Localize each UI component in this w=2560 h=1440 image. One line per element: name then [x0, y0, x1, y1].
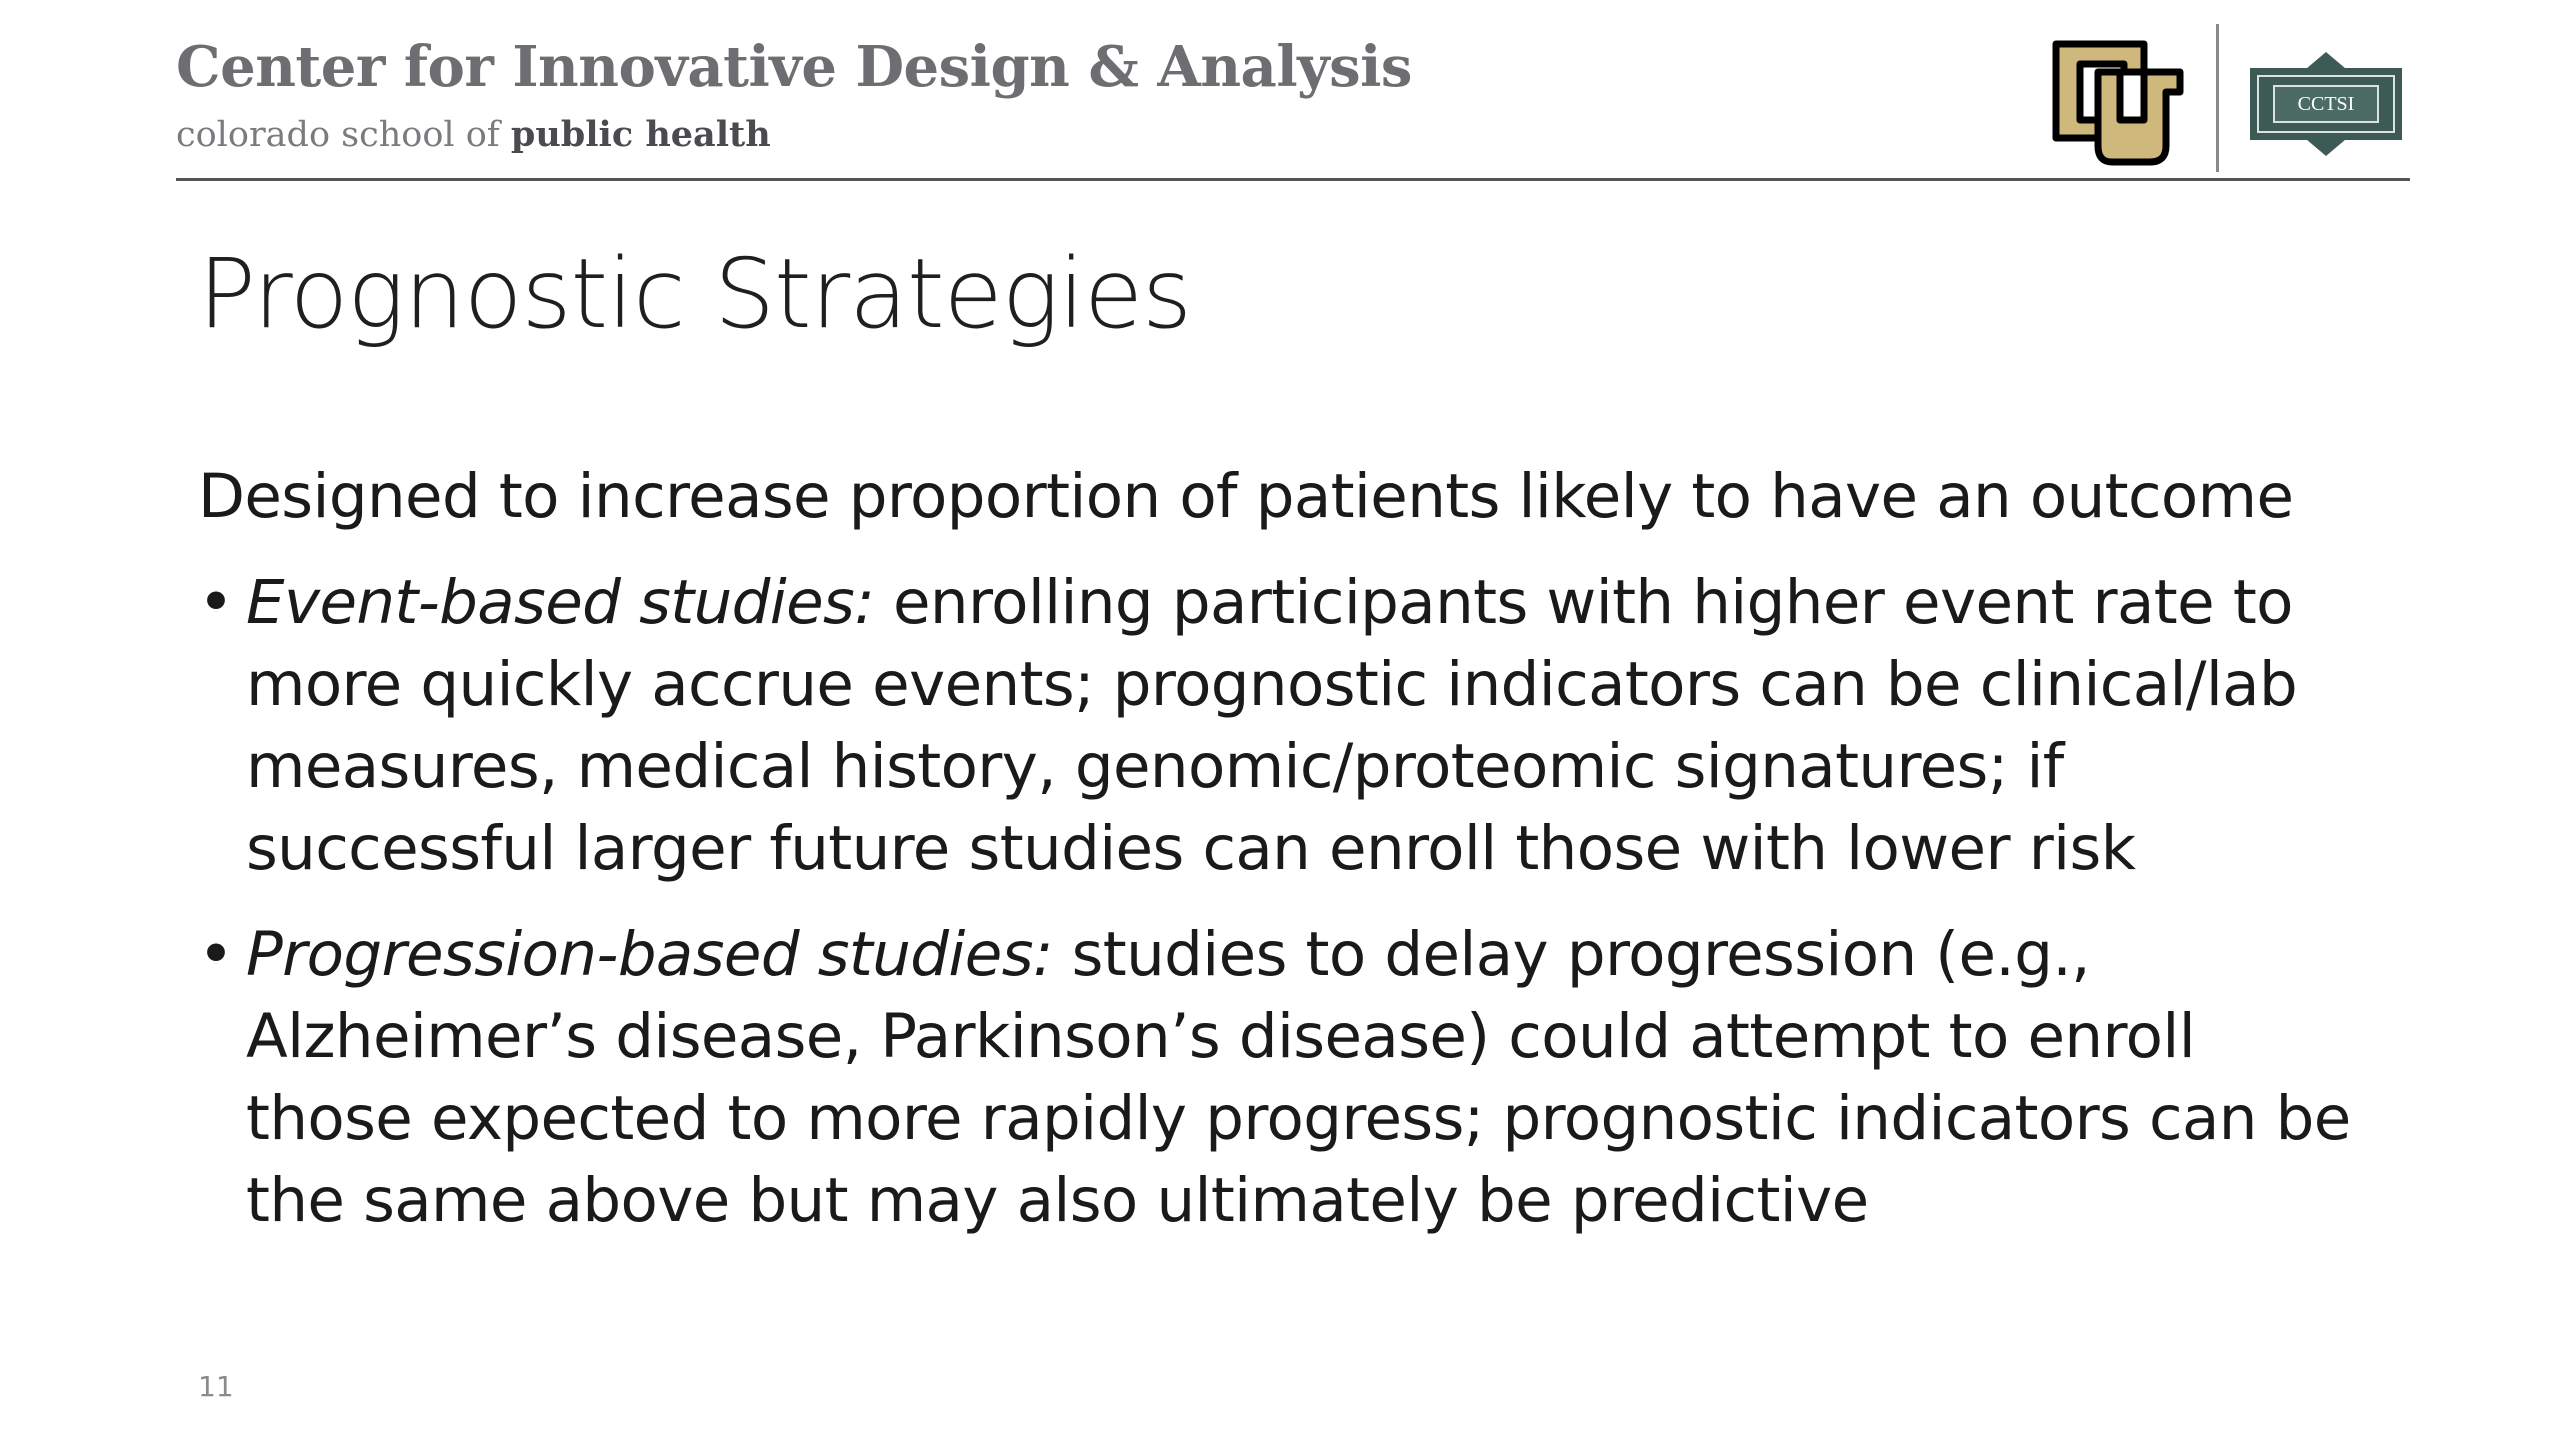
- header-divider: [176, 178, 2410, 181]
- org-subtitle-light: colorado school of: [176, 115, 511, 155]
- bullet-text: enrolling participants with higher event…: [874, 567, 2294, 638]
- org-subtitle-bold: public health: [510, 114, 771, 155]
- bullet-line: those expected to more rapidly progress;…: [246, 1083, 2351, 1154]
- bullet-line: more quickly accrue events; prognostic i…: [246, 649, 2298, 720]
- logo-divider: [2216, 24, 2219, 172]
- bullet-progression-based: • Progression-based studies: studies to …: [198, 914, 2398, 1242]
- org-subtitle: colorado school of public health: [176, 114, 771, 155]
- bullet-line: Alzheimer’s disease, Parkinson’s disease…: [246, 1001, 2196, 1072]
- lead-text: Designed to increase proportion of patie…: [198, 461, 2294, 532]
- bullet-line: measures, medical history, genomic/prote…: [246, 731, 2064, 802]
- page-number: 11: [198, 1370, 234, 1403]
- bullet-list: • Event-based studies: enrolling partici…: [198, 562, 2398, 1242]
- cu-logo: [2052, 40, 2184, 166]
- bullet-text: studies to delay progression (e.g.,: [1052, 919, 2091, 990]
- bullet-line: the same above but may also ultimately b…: [246, 1165, 1869, 1236]
- bullet-line: Progression-based studies: studies to de…: [246, 914, 2398, 996]
- bullet-line: successful larger future studies can enr…: [246, 813, 2136, 884]
- bullet-event-based: • Event-based studies: enrolling partici…: [198, 562, 2398, 890]
- cctsi-logo-text: CCTSI: [2298, 93, 2355, 115]
- org-title: Center for Innovative Design & Analysis: [176, 34, 1412, 100]
- bullet-line: Event-based studies: enrolling participa…: [246, 562, 2398, 644]
- bullet-marker: •: [198, 567, 234, 638]
- cctsi-logo: CCTSI: [2250, 52, 2402, 156]
- bullet-marker: •: [198, 919, 234, 990]
- slide-title: Prognostic Strategies: [198, 238, 1192, 350]
- bullet-label: Event-based studies:: [246, 567, 875, 638]
- bullet-label: Progression-based studies:: [246, 919, 1053, 990]
- slide-body: Designed to increase proportion of patie…: [198, 456, 2398, 1266]
